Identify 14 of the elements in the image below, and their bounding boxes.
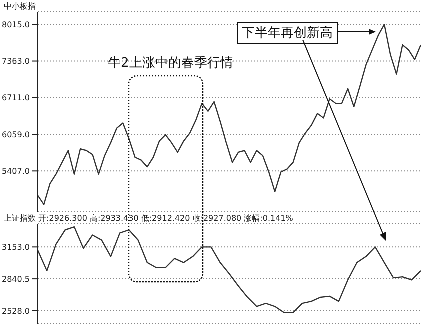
annotation: 牛2上涨中的春季行情 <box>108 55 234 72</box>
y-tick-label: 7363.0 <box>2 57 30 66</box>
line-series <box>37 226 422 314</box>
y-tick-label: 2840.5 <box>2 274 30 284</box>
y-tick-label: 3153.0 <box>2 243 30 252</box>
y-tick-label: 8015.0 <box>2 20 30 30</box>
y-tick-label: 2528.0 <box>2 306 30 316</box>
y-tick-label: 5407.0 <box>2 166 30 176</box>
y-tick-label: 6711.0 <box>2 94 30 103</box>
chart-title: 中小板指 <box>4 1 36 12</box>
y-tick-label: 6059.0 <box>2 130 30 140</box>
chart-title: 上证指数 开:2926.300 高:2933.430 低:2912.420 收:2927.080 涨幅:0.141% <box>4 213 294 224</box>
annotation: 下半年再创新高 <box>237 22 338 44</box>
line-series <box>37 24 422 206</box>
